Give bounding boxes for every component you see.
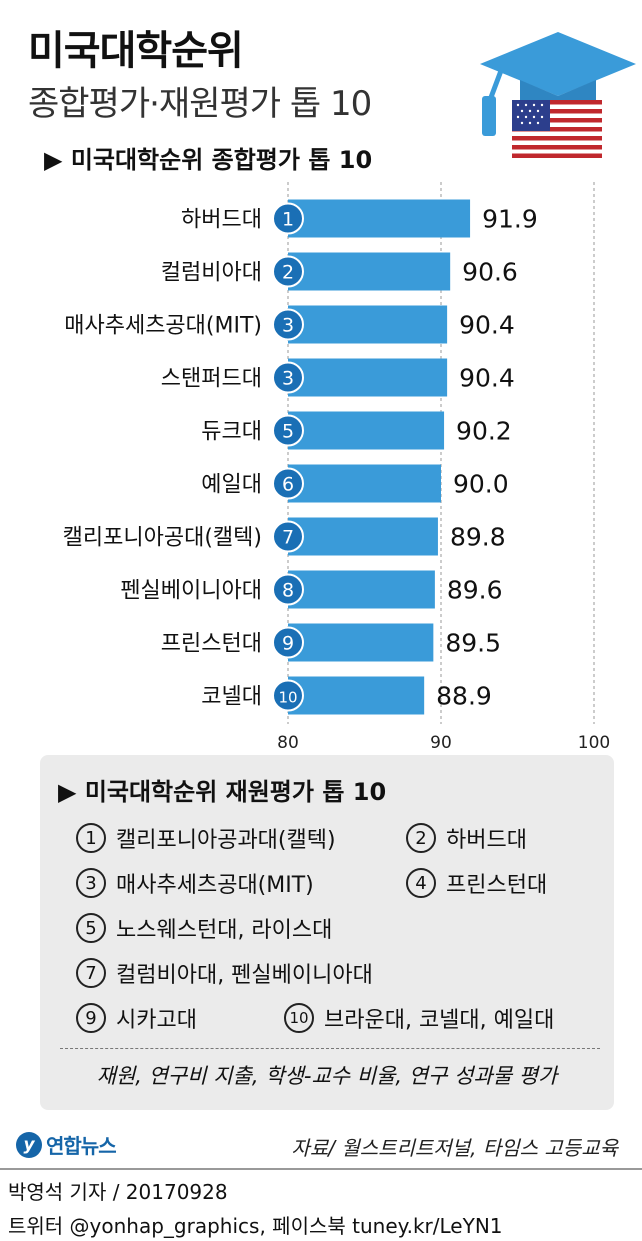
financial-rank-item: 4 프린스턴대: [406, 867, 547, 899]
bar: [288, 623, 434, 662]
rank-badge: 7: [76, 958, 106, 988]
bar: [288, 199, 471, 238]
financial-rank-item: 9 시카고대: [76, 1002, 197, 1034]
category-label: 코넬대: [201, 685, 262, 710]
rank-badge: [272, 361, 304, 394]
category-label: 펜실베이니아대: [120, 579, 262, 604]
rank-number: 5: [282, 421, 294, 443]
footer-divider: [0, 1168, 642, 1170]
x-tick-label: 90: [430, 733, 452, 750]
chart-title: ▶ 미국대학순위 종합평가 톱 10: [44, 146, 373, 174]
bar: [288, 252, 451, 291]
social-links: 트위터 @yonhap_graphics, 페이스북 tuney.kr/LeYN…: [8, 1214, 503, 1238]
rank-badge: [272, 414, 304, 447]
rank-number: 3: [282, 315, 294, 337]
logo-text: 연합뉴스: [46, 1134, 117, 1158]
rank-number: 2: [282, 262, 294, 284]
rank-badge: [272, 679, 304, 712]
divider: [60, 1048, 600, 1049]
rank-badge: [272, 308, 304, 341]
financial-ranking-heading: ▶ 미국대학순위 재원평가 톱 10: [58, 778, 387, 806]
page-subtitle: 종합평가·재원평가 톱 10: [28, 84, 372, 124]
x-tick-label: 100: [578, 733, 610, 750]
rank-badge: [272, 255, 304, 288]
rank-badge: 9: [76, 1003, 106, 1033]
page-title: 미국대학순위: [28, 28, 244, 74]
yonhap-logo: y 연합뉴스: [16, 1130, 117, 1159]
financial-rank-item: 7 컬럼비아대, 펜실베이니아대: [76, 957, 373, 989]
bar: [288, 411, 445, 450]
ranking-bar-chart: 80 90 100 1 하버드대 91.9 2 컬럼비아대 90.6 3 매사추세츠공대(MIT) 9…: [63, 182, 610, 750]
value-label: 90.2: [456, 417, 512, 446]
university-name: 브라운대, 코넬대, 예일대: [324, 1008, 555, 1033]
category-label: 컬럼비아대: [161, 261, 262, 286]
value-label: 89.5: [445, 629, 501, 658]
byline: 박영석 기자 / 20170928: [8, 1180, 228, 1204]
source-note: 자료/ 월스트리트저널, 타임스 고등교육: [291, 1136, 618, 1160]
rank-number: 3: [282, 368, 294, 390]
category-label: 예일대: [201, 473, 262, 498]
us-flag-icon: [512, 100, 602, 158]
rank-number: 6: [282, 474, 294, 496]
yonhap-logo-icon: y: [16, 1131, 42, 1158]
financial-ranking-panel: [40, 755, 614, 1110]
rank-number: 10: [278, 689, 297, 707]
rank-badge: [272, 626, 304, 659]
bar: [288, 464, 441, 503]
value-label: 88.9: [436, 682, 492, 711]
financial-rank-item: 5 노스웨스턴대, 라이스대: [76, 912, 332, 944]
rank-badge: 4: [406, 868, 436, 898]
financial-rank-item: 2 하버드대: [406, 822, 527, 854]
value-label: 90.6: [462, 258, 518, 287]
rank-badge: [272, 467, 304, 500]
value-label: 89.8: [450, 523, 506, 552]
university-name: 매사추세츠공대(MIT): [116, 873, 314, 898]
value-label: 89.6: [447, 576, 503, 605]
value-label: 90.0: [453, 470, 509, 499]
rank-number: 8: [282, 580, 294, 602]
x-tick-label: 80: [277, 733, 299, 750]
rank-badge: [272, 520, 304, 553]
rank-badge: 10: [284, 1003, 314, 1033]
bar: [288, 517, 438, 556]
criteria-note: 재원, 연구비 지출, 학생-교수 비율, 연구 성과물 평가: [96, 1064, 558, 1088]
rank-number: 9: [282, 633, 294, 655]
bar: [288, 570, 435, 609]
bar: [288, 358, 448, 397]
category-label: 매사추세츠공대(MIT): [64, 314, 262, 339]
rank-badge: [272, 202, 304, 235]
value-label: 91.9: [482, 205, 538, 234]
rank-badge: 5: [76, 913, 106, 943]
bar: [288, 676, 425, 715]
university-name: 캘리포니아공과대(캘텍): [116, 828, 336, 853]
rank-number: 1: [282, 209, 294, 231]
financial-rank-item: 3 매사추세츠공대(MIT): [76, 867, 314, 899]
rank-badge: 1: [76, 823, 106, 853]
university-name: 시카고대: [116, 1008, 197, 1033]
category-label: 하버드대: [181, 208, 262, 233]
university-name: 프린스턴대: [446, 873, 548, 898]
category-label: 프린스턴대: [161, 632, 262, 657]
rank-badge: 2: [406, 823, 436, 853]
category-label: 듀크대: [201, 420, 262, 445]
value-label: 90.4: [459, 364, 515, 393]
university-name: 하버드대: [446, 828, 527, 853]
university-name: 컬럼비아대, 펜실베이니아대: [116, 963, 373, 988]
value-label: 90.4: [459, 311, 515, 340]
category-label: 스탠퍼드대: [161, 367, 262, 392]
bar: [288, 305, 448, 344]
financial-rank-item: 10 브라운대, 코넬대, 예일대: [284, 1002, 554, 1034]
category-label: 캘리포니아공대(캘텍): [63, 526, 262, 551]
university-name: 노스웨스턴대, 라이스대: [116, 918, 333, 943]
rank-badge: [272, 573, 304, 606]
rank-badge: 3: [76, 868, 106, 898]
rank-number: 7: [282, 527, 294, 549]
financial-rank-item: 1 캘리포니아공과대(캘텍): [76, 822, 336, 854]
